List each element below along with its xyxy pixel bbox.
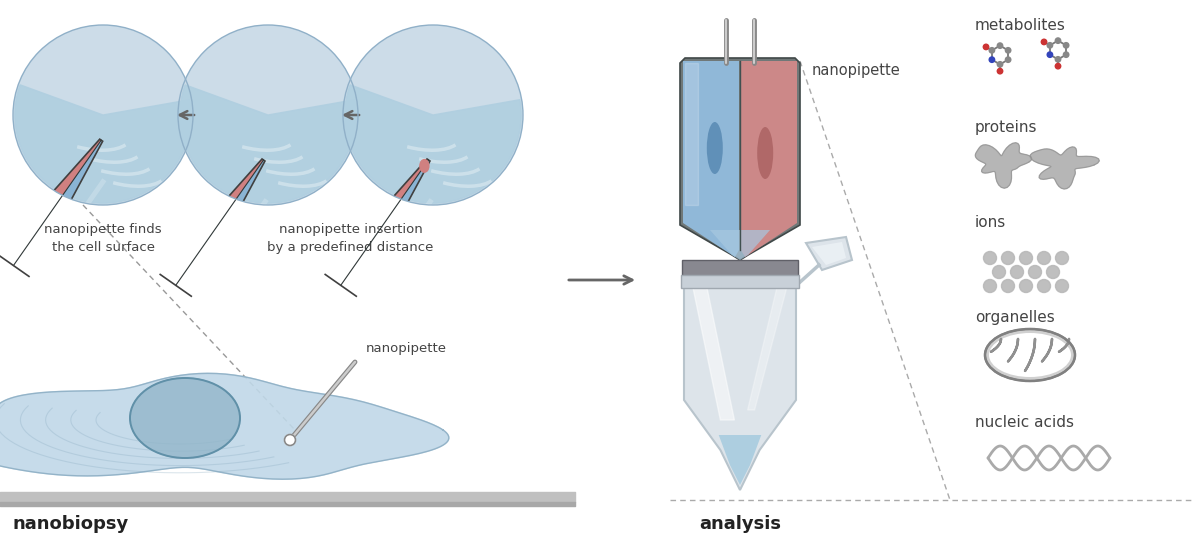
Circle shape [1055, 63, 1061, 69]
Polygon shape [684, 278, 796, 490]
Circle shape [1055, 56, 1061, 62]
Circle shape [13, 25, 193, 205]
Circle shape [984, 251, 996, 265]
Circle shape [343, 25, 523, 205]
Polygon shape [0, 373, 449, 479]
Text: nanopipette insertion
by a predefined distance: nanopipette insertion by a predefined di… [268, 223, 433, 254]
Polygon shape [197, 240, 223, 260]
Polygon shape [14, 85, 191, 203]
Polygon shape [180, 85, 356, 203]
Circle shape [1020, 251, 1032, 265]
Text: nanopipette: nanopipette [812, 62, 901, 77]
Circle shape [1010, 265, 1024, 279]
Circle shape [1020, 279, 1032, 293]
Polygon shape [19, 214, 47, 235]
Ellipse shape [707, 122, 722, 174]
Polygon shape [812, 242, 846, 265]
Circle shape [1038, 279, 1050, 293]
Polygon shape [160, 159, 264, 285]
Text: nucleic acids: nucleic acids [974, 415, 1074, 430]
Circle shape [1006, 57, 1010, 62]
Circle shape [1046, 265, 1060, 279]
Circle shape [1056, 251, 1068, 265]
Text: nanopipette finds
the cell surface: nanopipette finds the cell surface [44, 223, 162, 254]
Circle shape [284, 434, 295, 446]
Ellipse shape [420, 159, 428, 172]
Polygon shape [682, 260, 798, 278]
Text: ions: ions [974, 215, 1007, 230]
Circle shape [992, 265, 1006, 279]
Circle shape [997, 43, 1003, 48]
Text: metabolites: metabolites [974, 18, 1066, 33]
Circle shape [1048, 42, 1052, 48]
Text: nanobiopsy: nanobiopsy [12, 515, 128, 533]
Text: analysis: analysis [698, 515, 781, 533]
Circle shape [997, 68, 1003, 74]
Circle shape [178, 25, 358, 205]
Circle shape [1028, 265, 1042, 279]
Polygon shape [341, 160, 430, 296]
Polygon shape [719, 435, 761, 485]
Circle shape [1042, 39, 1046, 45]
Text: proteins: proteins [974, 120, 1038, 135]
Polygon shape [344, 85, 521, 203]
Polygon shape [680, 58, 800, 260]
Circle shape [1063, 52, 1069, 57]
Polygon shape [976, 143, 1032, 188]
Circle shape [1048, 52, 1052, 57]
Polygon shape [1030, 147, 1099, 189]
Ellipse shape [130, 378, 240, 458]
Polygon shape [175, 160, 265, 296]
Polygon shape [324, 159, 428, 285]
Polygon shape [361, 240, 389, 260]
Circle shape [989, 48, 995, 53]
Circle shape [989, 57, 995, 62]
Polygon shape [0, 139, 101, 265]
Polygon shape [683, 61, 739, 257]
Polygon shape [806, 237, 852, 270]
Text: nanopipette: nanopipette [366, 342, 446, 355]
Circle shape [1002, 279, 1014, 293]
Circle shape [1038, 251, 1050, 265]
Circle shape [983, 44, 989, 49]
Text: organelles: organelles [974, 310, 1055, 325]
Polygon shape [194, 198, 269, 301]
Polygon shape [682, 275, 799, 288]
Circle shape [997, 62, 1003, 67]
Polygon shape [13, 140, 103, 277]
Circle shape [1063, 42, 1069, 48]
Circle shape [1002, 251, 1014, 265]
Polygon shape [692, 283, 734, 420]
Polygon shape [34, 220, 61, 241]
Polygon shape [347, 234, 373, 255]
Polygon shape [32, 178, 107, 281]
Circle shape [1006, 48, 1010, 53]
Circle shape [984, 279, 996, 293]
Ellipse shape [757, 127, 773, 179]
Polygon shape [181, 234, 209, 255]
Polygon shape [742, 61, 797, 257]
Polygon shape [710, 230, 770, 260]
Circle shape [1056, 279, 1068, 293]
Circle shape [1055, 38, 1061, 43]
Ellipse shape [989, 333, 1072, 377]
Ellipse shape [985, 329, 1075, 381]
Polygon shape [685, 63, 698, 205]
Polygon shape [748, 283, 788, 410]
Polygon shape [360, 198, 433, 301]
